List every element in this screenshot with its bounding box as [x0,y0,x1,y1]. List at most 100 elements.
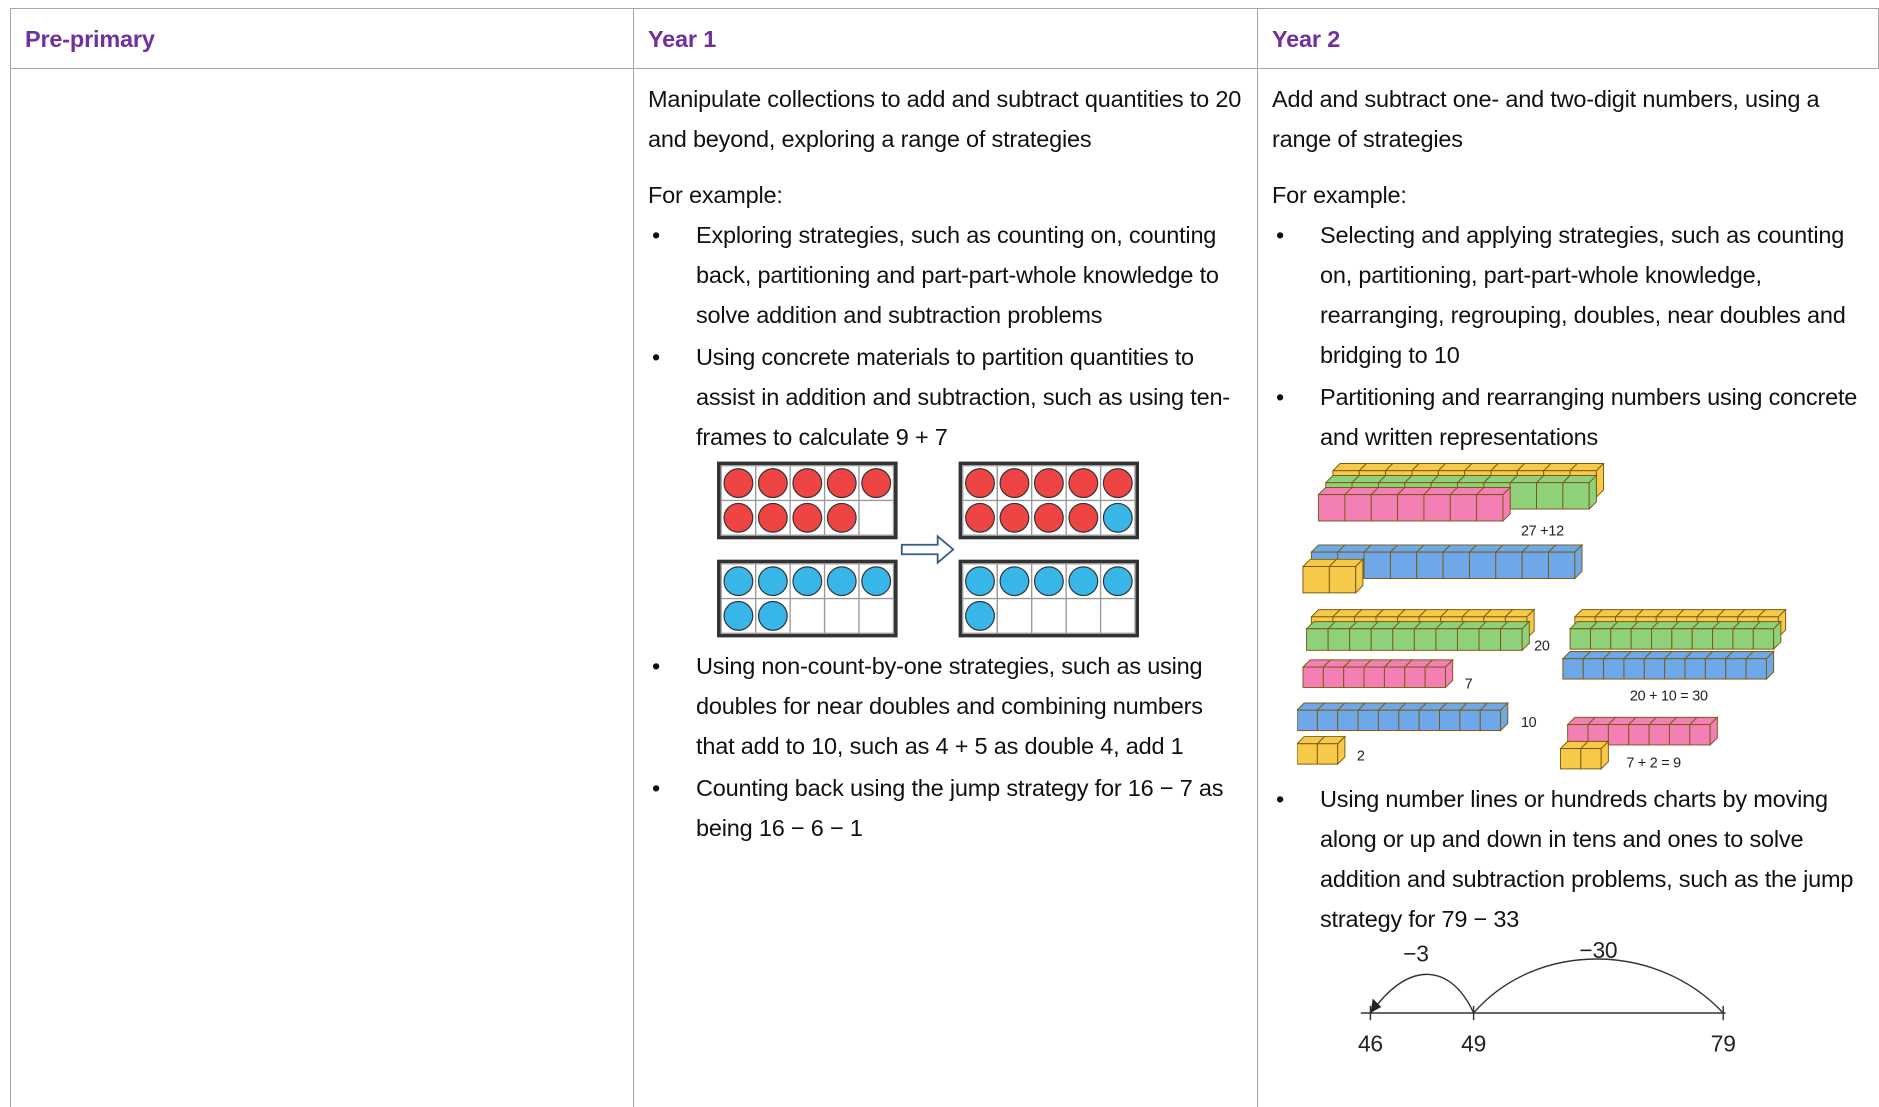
cube [1327,628,1351,651]
cube [1418,709,1440,732]
cube [1337,709,1359,732]
cube [1495,551,1523,579]
body-cell: Add and subtract one- and two-digit numb… [1257,68,1879,1107]
cube [1302,666,1324,688]
frame-cell [858,597,895,634]
counter [861,566,892,597]
cube [1343,666,1365,688]
counter [826,502,857,533]
cube [1383,666,1406,688]
cube [1316,743,1339,765]
cube [1732,628,1754,650]
counter [999,468,1030,499]
cube-side [1445,658,1454,689]
body-cell [10,68,633,1107]
counter [965,468,995,499]
jump-label: −3 [1403,941,1429,966]
cube [1302,566,1330,594]
cube [1559,748,1582,770]
cube-side [1709,716,1718,747]
cube [1476,494,1504,522]
cube [1297,709,1318,732]
header-cell: Year 2 [1257,8,1879,68]
cube [1363,551,1391,579]
cube [1439,709,1461,732]
counter [757,502,788,533]
cube [1569,628,1591,650]
block-label: 20 + 10 = 30 [1630,689,1708,705]
counter [965,600,995,631]
intro: Manipulate collections to add and subtra… [648,86,1242,152]
block-label: 7 [1465,677,1473,693]
jump-arc [1372,973,1475,1014]
cube [1580,748,1602,770]
cube [1582,658,1605,680]
cube [1306,628,1329,651]
frame-cell [1099,499,1136,536]
cube-side [1773,620,1782,651]
bullet-item: Selecting and applying strategies, such … [1272,215,1869,375]
cube [1442,551,1470,579]
cube-side [1337,735,1346,766]
bullet-text: Selecting and applying strategies, such … [1320,222,1846,368]
counter [792,566,823,597]
cube [1424,666,1446,688]
cube [1478,628,1502,651]
cube [1623,658,1645,680]
counter [1102,502,1133,533]
bullet-item: Exploring strategies, such as counting o… [648,215,1247,335]
cube-side [1502,486,1511,523]
cube-side [1600,740,1609,771]
counter [757,468,788,499]
cube [1456,628,1480,651]
cube-side [1588,474,1597,511]
cube [1318,494,1346,522]
cube [1389,551,1418,579]
cube [1704,658,1727,680]
counter [792,468,823,499]
cube [1562,658,1584,680]
counter [723,600,754,631]
counter [1033,566,1064,597]
cube [1363,666,1385,688]
counter [1068,566,1099,597]
cube-side [1521,620,1530,652]
cube [1671,628,1693,650]
block-label: 7 + 2 = 9 [1626,756,1681,772]
bullet-item: Using non-count-by-one strategies, such … [648,646,1247,766]
cube [1392,628,1415,651]
jump-arc [1473,958,1724,1014]
header-cell: Pre-primary [10,8,633,68]
header-text: Year 1 [648,26,717,52]
cube [1297,743,1318,765]
cube [1712,628,1734,650]
counter [999,502,1030,533]
cube [1643,658,1666,680]
bullet-text: Counting back using the jump strategy fo… [696,775,1224,841]
counter [792,502,823,533]
cube [1328,566,1357,594]
cube [1745,658,1767,680]
cube [1349,628,1372,651]
cube-side [1574,543,1583,580]
counter [757,566,788,597]
bullet-text: Using number lines or hundreds charts by… [1320,786,1854,932]
cube-side [1355,558,1364,595]
cube-side [1500,701,1509,732]
cube [1752,628,1775,650]
bullet-text: Exploring strategies, such as counting o… [696,222,1219,328]
counter [1033,502,1064,533]
tick-label: 46 [1358,1030,1383,1056]
cube [1423,494,1451,522]
counter [723,502,754,533]
cube [1316,709,1339,732]
cube [1689,724,1711,746]
example-label: For example: [1272,182,1407,208]
cube [1603,658,1625,680]
cube [1404,666,1426,688]
counter [1102,566,1133,597]
frame-cell [1099,597,1136,634]
cube [1536,482,1564,510]
counter [723,468,754,499]
cube [1479,709,1502,732]
